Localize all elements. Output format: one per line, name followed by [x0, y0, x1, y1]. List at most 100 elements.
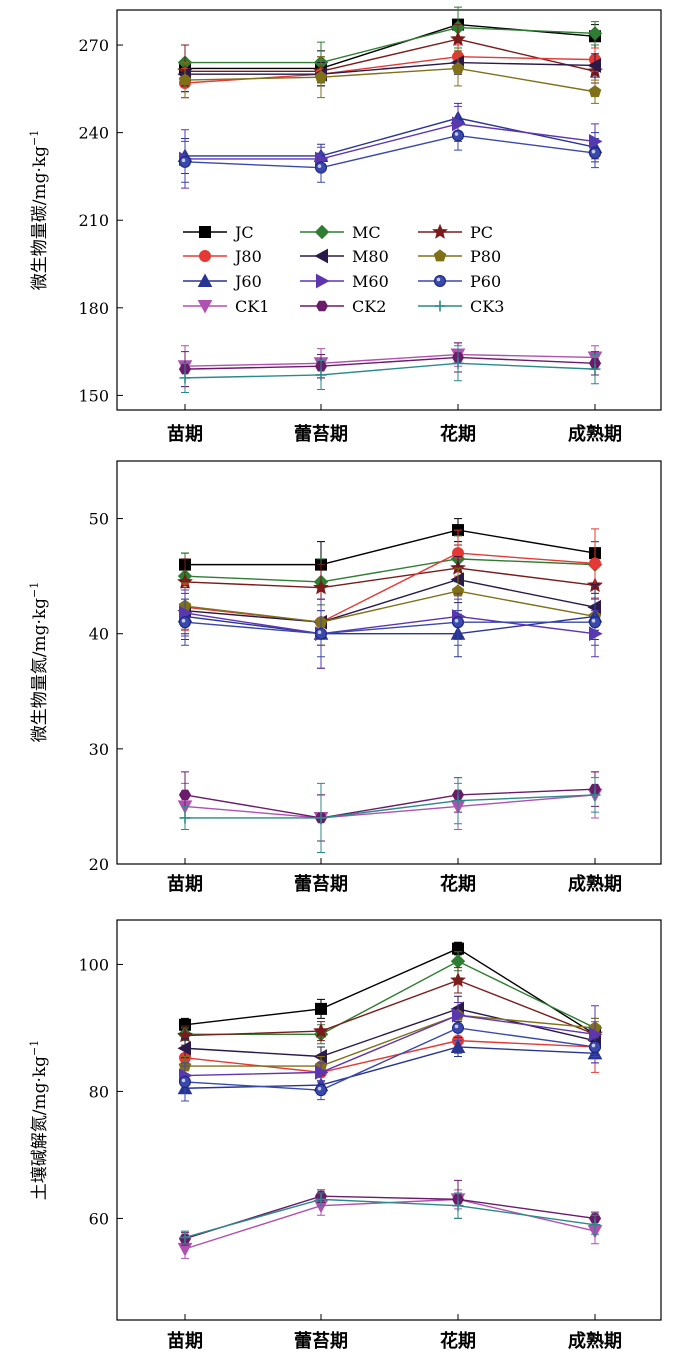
data-point: [315, 1193, 327, 1205]
y-tick-label: 60: [89, 1209, 109, 1228]
y-tick-label: 100: [78, 955, 109, 974]
series-line: [185, 794, 596, 819]
y-tick-label: 20: [89, 855, 109, 874]
data-point-highlight: [591, 618, 596, 623]
data-point: [313, 579, 329, 595]
series-line: [184, 578, 596, 623]
legend-item-JC: JC: [183, 223, 254, 242]
legend-label: P60: [470, 272, 501, 291]
data-point-highlight: [591, 149, 596, 154]
series-line: [185, 26, 596, 64]
series-line: [184, 794, 596, 819]
series-line: [185, 117, 596, 157]
data-point: [179, 812, 191, 824]
y-axis-label-superscript: −1: [28, 1040, 41, 1056]
data-point: [452, 1200, 464, 1212]
data-point: [315, 1065, 329, 1080]
legend-label: CK3: [470, 297, 504, 316]
series-line: [184, 356, 596, 370]
x-tick-label: 蕾苔期: [294, 1330, 348, 1352]
data-point: [450, 1039, 466, 1053]
y-axis-label: 微生物量碳/mg·kg−1: [28, 130, 50, 291]
series-line: [185, 61, 596, 75]
data-point: [315, 1002, 327, 1015]
legend-item-PC: PC: [418, 223, 493, 242]
data-point-highlight: [454, 618, 459, 623]
series-PC: [177, 967, 603, 1046]
data-point: [589, 147, 601, 160]
y-tick-label: 270: [78, 36, 109, 55]
series-line: [184, 558, 596, 583]
data-point-highlight: [181, 158, 186, 163]
x-tick-label: 苗期: [167, 1331, 203, 1352]
plot-frame: [116, 919, 662, 1321]
series-CK2: [178, 771, 602, 842]
data-point: [450, 954, 466, 969]
series-J60: [177, 1036, 603, 1102]
legend-label: MC: [352, 223, 381, 242]
series-line: [184, 1008, 596, 1058]
data-point: [315, 161, 327, 174]
legend-label: JC: [233, 223, 254, 242]
data-point: [589, 616, 601, 629]
x-tick-label: 蕾苔期: [294, 423, 348, 445]
x-tick-label: 成熟期: [568, 1330, 622, 1352]
series-MC: [177, 6, 603, 84]
series-line: [185, 529, 596, 566]
series-CK3: [179, 1192, 601, 1245]
x-tick-label: 成熟期: [568, 873, 622, 895]
series-PC: [177, 24, 603, 99]
series-M60: [179, 105, 603, 189]
data-point-highlight: [317, 630, 322, 635]
series-line: [184, 1198, 596, 1250]
data-point: [452, 357, 464, 369]
y-axis-label-superscript: −1: [28, 582, 41, 598]
series-CK2: [178, 1179, 602, 1246]
y-axis-label: 微生物量氮/mg·kg−1: [28, 582, 50, 743]
data-point: [315, 812, 327, 824]
series-CK3: [179, 345, 601, 393]
y-tick-label: 180: [78, 299, 109, 318]
legend-label: M80: [352, 247, 389, 266]
legend-marker: [432, 223, 448, 239]
series-J60: [177, 592, 603, 669]
series-line: [184, 947, 596, 1035]
y-tick-label: 150: [78, 386, 109, 405]
data-point: [178, 73, 192, 86]
legend-item-J60: J60: [183, 272, 262, 291]
data-point: [178, 789, 192, 801]
series-line: [184, 134, 596, 169]
legend-marker: [314, 224, 330, 240]
legend-item-CK1: CK1: [183, 297, 269, 316]
data-point: [179, 155, 191, 168]
x-tick-label: 花期: [440, 1330, 476, 1352]
legend-marker: [314, 248, 328, 264]
legend-label: M60: [352, 272, 389, 291]
data-point: [179, 616, 191, 629]
x-tick-label: 花期: [440, 423, 476, 445]
series-MC: [177, 535, 603, 606]
data-point: [589, 1040, 601, 1053]
series-MC: [177, 951, 603, 1045]
plot-frame: [116, 9, 662, 411]
legend-item-MC: MC: [300, 223, 381, 242]
y-tick-label: 30: [89, 740, 109, 759]
plot-frame: [116, 460, 662, 865]
series-line: [185, 38, 596, 73]
y-tick-label: 240: [78, 124, 109, 143]
data-point: [589, 789, 601, 801]
legend-item-CK3: CK3: [418, 297, 504, 316]
legend-item-P80: P80: [418, 247, 501, 266]
y-tick-label: 210: [78, 211, 109, 230]
series-line: [184, 590, 596, 623]
x-tick-label: 蕾苔期: [294, 873, 348, 895]
legend-marker: [316, 273, 330, 289]
data-point: [589, 363, 601, 375]
data-point-highlight: [317, 164, 322, 168]
data-point: [451, 61, 465, 74]
legend-label: J80: [233, 247, 262, 266]
legend-label: CK2: [352, 297, 386, 316]
series-line: [184, 1014, 596, 1077]
x-tick-label: 苗期: [167, 874, 203, 895]
series-CK3: [179, 777, 601, 853]
